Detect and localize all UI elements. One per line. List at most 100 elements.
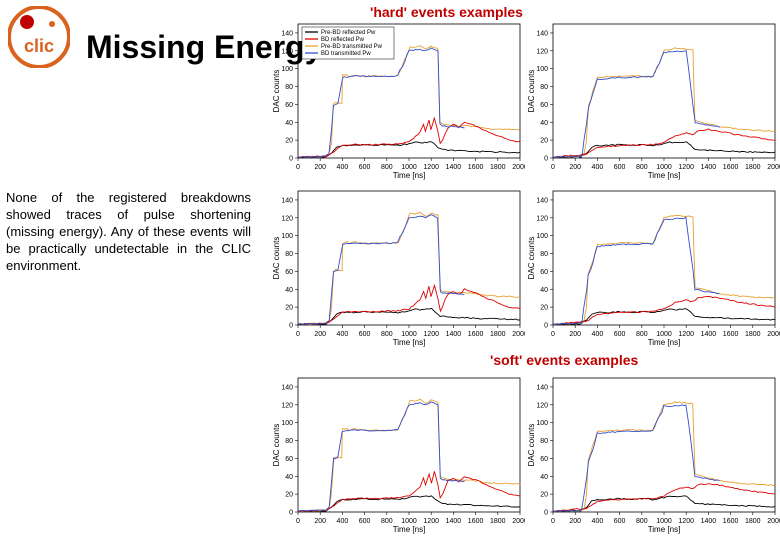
svg-text:0: 0	[551, 164, 555, 171]
svg-text:1600: 1600	[723, 331, 739, 338]
svg-text:800: 800	[636, 164, 648, 171]
svg-text:600: 600	[359, 518, 371, 525]
svg-text:120: 120	[536, 215, 548, 222]
svg-text:400: 400	[337, 518, 349, 525]
svg-text:200: 200	[569, 164, 581, 171]
svg-text:200: 200	[314, 331, 326, 338]
svg-text:1800: 1800	[490, 164, 506, 171]
svg-text:0: 0	[551, 331, 555, 338]
svg-text:Time [ns]: Time [ns]	[648, 338, 681, 347]
svg-text:800: 800	[381, 518, 393, 525]
svg-text:Pre-BD reflected Pw: Pre-BD reflected Pw	[321, 30, 376, 36]
svg-text:40: 40	[285, 287, 293, 294]
svg-text:200: 200	[314, 164, 326, 171]
svg-text:0: 0	[544, 510, 548, 517]
svg-text:140: 140	[536, 197, 548, 204]
svg-text:400: 400	[337, 331, 349, 338]
svg-text:1000: 1000	[656, 331, 672, 338]
svg-text:80: 80	[540, 84, 548, 91]
svg-text:400: 400	[592, 331, 604, 338]
svg-text:100: 100	[536, 66, 548, 73]
svg-text:1600: 1600	[468, 518, 484, 525]
svg-text:120: 120	[281, 48, 293, 55]
svg-text:80: 80	[285, 438, 293, 445]
svg-text:2000: 2000	[512, 331, 525, 338]
svg-text:0: 0	[296, 331, 300, 338]
svg-text:1200: 1200	[423, 518, 439, 525]
svg-text:1400: 1400	[701, 164, 717, 171]
svg-text:140: 140	[281, 384, 293, 391]
svg-text:1600: 1600	[468, 331, 484, 338]
svg-text:Pre-BD transmitted Pw: Pre-BD transmitted Pw	[321, 44, 383, 50]
svg-text:60: 60	[540, 456, 548, 463]
svg-text:20: 20	[540, 305, 548, 312]
svg-text:0: 0	[289, 510, 293, 517]
chart-panel-4: 0200400600800100012001400160018002000020…	[525, 185, 780, 347]
svg-text:1400: 1400	[446, 331, 462, 338]
svg-text:1800: 1800	[745, 164, 761, 171]
svg-text:600: 600	[614, 331, 626, 338]
svg-text:Time [ns]: Time [ns]	[393, 171, 426, 180]
chart-panel-1: 0200400600800100012001400160018002000020…	[270, 18, 525, 180]
svg-text:1000: 1000	[401, 164, 417, 171]
svg-text:DAC counts: DAC counts	[272, 70, 281, 113]
svg-text:1800: 1800	[490, 331, 506, 338]
chart-panel-5: 0200400600800100012001400160018002000020…	[270, 372, 525, 534]
svg-text:Time [ns]: Time [ns]	[393, 338, 426, 347]
svg-text:2000: 2000	[767, 164, 780, 171]
clic-logo: clic	[8, 6, 70, 68]
svg-text:100: 100	[281, 66, 293, 73]
svg-text:2000: 2000	[767, 518, 780, 525]
svg-text:0: 0	[551, 518, 555, 525]
logo-text: clic	[24, 36, 54, 56]
svg-text:200: 200	[569, 518, 581, 525]
svg-text:1200: 1200	[678, 518, 694, 525]
soft-events-label: 'soft' events examples	[490, 352, 638, 368]
svg-text:1000: 1000	[656, 164, 672, 171]
svg-text:60: 60	[285, 269, 293, 276]
svg-text:DAC counts: DAC counts	[272, 424, 281, 467]
chart-panel-3: 0200400600800100012001400160018002000020…	[270, 185, 525, 347]
svg-text:140: 140	[281, 30, 293, 37]
svg-text:80: 80	[540, 438, 548, 445]
svg-text:120: 120	[536, 48, 548, 55]
svg-text:1200: 1200	[678, 164, 694, 171]
svg-text:1400: 1400	[701, 518, 717, 525]
svg-text:1600: 1600	[723, 518, 739, 525]
svg-text:DAC counts: DAC counts	[527, 237, 536, 280]
svg-text:100: 100	[536, 233, 548, 240]
svg-text:120: 120	[281, 402, 293, 409]
svg-text:400: 400	[337, 164, 349, 171]
svg-text:1200: 1200	[423, 331, 439, 338]
svg-text:100: 100	[281, 233, 293, 240]
svg-text:0: 0	[296, 164, 300, 171]
svg-text:0: 0	[296, 518, 300, 525]
svg-text:600: 600	[359, 331, 371, 338]
svg-text:BD transmitted Pw: BD transmitted Pw	[321, 51, 371, 57]
svg-text:20: 20	[540, 492, 548, 499]
chart-panel-2: 0200400600800100012001400160018002000020…	[525, 18, 780, 180]
svg-text:600: 600	[359, 164, 371, 171]
svg-text:1800: 1800	[745, 518, 761, 525]
svg-text:600: 600	[614, 518, 626, 525]
svg-text:80: 80	[285, 84, 293, 91]
svg-text:800: 800	[636, 518, 648, 525]
svg-text:800: 800	[381, 164, 393, 171]
svg-text:800: 800	[381, 331, 393, 338]
svg-text:100: 100	[536, 420, 548, 427]
svg-text:120: 120	[281, 215, 293, 222]
svg-text:0: 0	[289, 156, 293, 163]
svg-text:1400: 1400	[446, 518, 462, 525]
svg-text:1400: 1400	[701, 331, 717, 338]
svg-text:80: 80	[285, 251, 293, 258]
description-paragraph: None of the registered breakdowns showed…	[6, 190, 251, 274]
svg-text:BD reflected Pw: BD reflected Pw	[321, 37, 365, 43]
svg-text:800: 800	[636, 331, 648, 338]
svg-text:1800: 1800	[745, 331, 761, 338]
svg-text:120: 120	[536, 402, 548, 409]
svg-text:2000: 2000	[767, 331, 780, 338]
svg-text:1200: 1200	[423, 164, 439, 171]
svg-text:40: 40	[285, 120, 293, 127]
svg-text:100: 100	[281, 420, 293, 427]
svg-text:80: 80	[540, 251, 548, 258]
